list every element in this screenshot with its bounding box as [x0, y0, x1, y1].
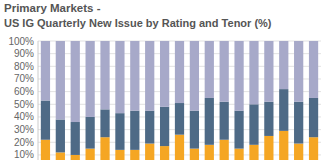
bar-segment	[249, 145, 258, 160]
bar-segment	[160, 146, 169, 160]
bar-segment	[234, 111, 243, 149]
bar-segment	[264, 102, 273, 136]
bar-segment	[220, 140, 229, 160]
tick-label: 30%	[14, 124, 34, 135]
tick-label: 90%	[14, 48, 34, 59]
bar-segment	[71, 155, 80, 160]
bar-segment	[205, 41, 214, 98]
bar-segment	[205, 98, 214, 145]
bar-segment	[86, 41, 95, 117]
bar-segment	[130, 111, 139, 150]
tick-label: 10%	[14, 149, 34, 160]
bar-segment	[294, 102, 303, 144]
bar-segment	[100, 41, 109, 109]
bar-segment	[56, 152, 65, 160]
bar-segment	[41, 41, 50, 101]
bar-segment	[279, 41, 288, 89]
bar-segment	[115, 113, 124, 150]
bar-segment	[220, 41, 229, 102]
bar-segment	[145, 41, 154, 111]
bar-segment	[115, 150, 124, 160]
bar-segment	[190, 149, 199, 160]
bar-segment	[86, 149, 95, 160]
bar-segment	[100, 109, 109, 137]
tick-label: 50%	[14, 99, 34, 110]
bar-segment	[41, 140, 50, 160]
chart: Primary Markets - US IG Quarterly New Iss…	[0, 0, 324, 160]
bar-segment	[160, 41, 169, 107]
bar-segment	[279, 89, 288, 131]
bar-segment	[175, 41, 184, 103]
bar-segment	[56, 41, 65, 119]
bar-segment	[175, 103, 184, 135]
subtitle: US IG Quarterly New Issue by Rating and …	[4, 17, 272, 29]
bar-segment	[264, 41, 273, 102]
y-axis	[38, 41, 39, 160]
bar-segment	[249, 104, 258, 145]
tick-label: 80%	[14, 61, 34, 72]
tick-label: 20%	[14, 137, 34, 148]
bar-segment	[205, 145, 214, 160]
bar-segment	[190, 111, 199, 149]
bar-segment	[264, 136, 273, 160]
tick-label: 70%	[14, 73, 34, 84]
bar-segment	[249, 41, 258, 104]
bar-segment	[220, 102, 229, 140]
title: Primary Markets -	[4, 2, 101, 14]
bar-segment	[309, 41, 318, 98]
bars	[41, 41, 318, 160]
bar-segment	[71, 122, 80, 155]
bar-segment	[234, 149, 243, 160]
tick-label: 40%	[14, 111, 34, 122]
bar-segment	[190, 41, 199, 111]
bar-segment	[175, 135, 184, 160]
bar-segment	[234, 41, 243, 111]
bar-segment	[294, 41, 303, 102]
bar-segment	[309, 137, 318, 160]
bar-segment	[309, 98, 318, 137]
bar-segment	[294, 144, 303, 160]
chart-root: Primary Markets - US IG Quarterly New Iss…	[0, 0, 324, 160]
tick-label: 60%	[14, 86, 34, 97]
bar-segment	[130, 41, 139, 111]
bar-segment	[56, 119, 65, 152]
bar-segment	[41, 101, 50, 140]
bar-segment	[145, 111, 154, 144]
bar-segment	[71, 41, 80, 122]
bar-segment	[115, 41, 124, 113]
bar-segment	[86, 117, 95, 149]
bar-segment	[160, 107, 169, 146]
bar-segment	[145, 144, 154, 160]
bar-segment	[130, 150, 139, 160]
bar-segment	[100, 137, 109, 160]
bar-segment	[279, 131, 288, 160]
tick-label: 100%	[8, 36, 34, 47]
